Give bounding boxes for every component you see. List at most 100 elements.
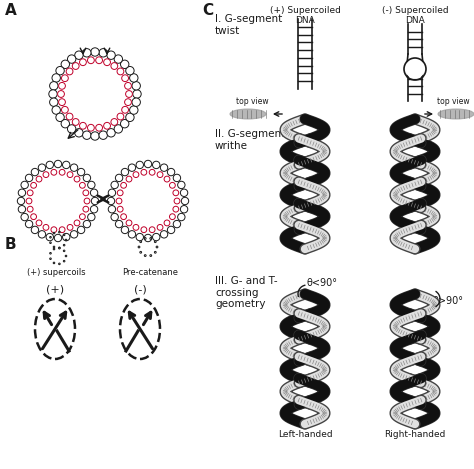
- Circle shape: [178, 213, 185, 221]
- Circle shape: [144, 160, 152, 168]
- Circle shape: [64, 250, 65, 252]
- Circle shape: [67, 55, 76, 63]
- Circle shape: [144, 234, 152, 242]
- Circle shape: [156, 246, 158, 248]
- Circle shape: [128, 164, 136, 171]
- Circle shape: [80, 59, 86, 66]
- Circle shape: [114, 55, 123, 63]
- Circle shape: [83, 174, 91, 182]
- Circle shape: [138, 246, 140, 248]
- Text: top view: top view: [437, 97, 469, 106]
- Circle shape: [53, 262, 55, 264]
- Text: Right-handed: Right-handed: [384, 430, 446, 439]
- Text: θ<90°: θ<90°: [307, 278, 338, 288]
- Circle shape: [153, 234, 160, 241]
- Circle shape: [117, 190, 123, 196]
- Circle shape: [53, 248, 55, 250]
- Circle shape: [18, 205, 26, 213]
- Circle shape: [50, 242, 51, 243]
- Circle shape: [59, 263, 60, 265]
- Circle shape: [170, 182, 175, 188]
- Circle shape: [66, 113, 73, 120]
- Circle shape: [66, 68, 73, 75]
- Circle shape: [88, 213, 95, 221]
- Circle shape: [157, 225, 163, 230]
- Circle shape: [117, 68, 124, 75]
- Circle shape: [70, 231, 78, 238]
- Circle shape: [126, 91, 132, 98]
- Text: (+) Supercoiled
DNA: (+) Supercoiled DNA: [270, 6, 340, 25]
- Circle shape: [149, 227, 155, 233]
- Circle shape: [51, 169, 57, 175]
- Circle shape: [181, 205, 188, 213]
- Circle shape: [96, 124, 102, 131]
- Circle shape: [51, 227, 57, 233]
- Circle shape: [59, 231, 60, 233]
- Circle shape: [140, 251, 142, 253]
- Circle shape: [80, 214, 85, 219]
- Circle shape: [117, 113, 124, 120]
- Circle shape: [108, 189, 116, 197]
- Circle shape: [173, 174, 181, 182]
- Circle shape: [67, 125, 76, 133]
- Circle shape: [50, 258, 51, 259]
- Circle shape: [173, 220, 181, 228]
- Circle shape: [75, 51, 83, 60]
- Circle shape: [64, 260, 65, 262]
- Circle shape: [64, 244, 65, 246]
- Circle shape: [96, 57, 102, 64]
- Circle shape: [70, 164, 78, 171]
- Circle shape: [155, 251, 156, 253]
- Circle shape: [122, 106, 128, 113]
- Circle shape: [55, 160, 62, 168]
- Text: III. G- and T-
crossing
geometry: III. G- and T- crossing geometry: [215, 276, 278, 309]
- Text: (-): (-): [134, 284, 146, 294]
- Text: (+) supercoils: (+) supercoils: [27, 268, 85, 277]
- Circle shape: [120, 120, 129, 128]
- Circle shape: [167, 226, 175, 234]
- Circle shape: [74, 176, 80, 182]
- Circle shape: [126, 67, 134, 75]
- Circle shape: [59, 247, 60, 249]
- Circle shape: [406, 60, 424, 78]
- Circle shape: [21, 213, 28, 221]
- Text: (-) Supercoiled
DNA: (-) Supercoiled DNA: [382, 6, 448, 25]
- Circle shape: [80, 182, 85, 188]
- Circle shape: [73, 63, 79, 69]
- Circle shape: [75, 129, 83, 137]
- Circle shape: [155, 241, 156, 242]
- Circle shape: [27, 206, 33, 212]
- Circle shape: [38, 231, 46, 238]
- Circle shape: [133, 90, 141, 98]
- Circle shape: [55, 234, 62, 242]
- Circle shape: [164, 220, 170, 226]
- Circle shape: [59, 227, 65, 233]
- Text: top view: top view: [236, 97, 268, 106]
- Circle shape: [82, 49, 91, 57]
- Circle shape: [82, 131, 91, 139]
- Circle shape: [122, 75, 128, 82]
- Circle shape: [149, 169, 155, 175]
- Circle shape: [125, 83, 131, 89]
- Circle shape: [91, 132, 99, 140]
- Circle shape: [111, 119, 118, 125]
- Circle shape: [63, 234, 70, 241]
- Circle shape: [56, 67, 64, 75]
- Circle shape: [99, 131, 108, 139]
- Circle shape: [108, 205, 116, 213]
- Circle shape: [50, 82, 58, 90]
- Circle shape: [128, 231, 136, 238]
- Circle shape: [43, 172, 49, 178]
- Circle shape: [18, 189, 26, 197]
- Circle shape: [52, 106, 60, 114]
- Circle shape: [126, 176, 132, 182]
- Circle shape: [157, 172, 163, 178]
- Circle shape: [129, 106, 138, 114]
- Ellipse shape: [438, 109, 474, 119]
- Circle shape: [107, 129, 115, 137]
- Circle shape: [50, 236, 51, 238]
- Circle shape: [77, 168, 85, 176]
- Circle shape: [107, 51, 115, 60]
- Circle shape: [62, 75, 68, 82]
- Text: C: C: [202, 3, 213, 18]
